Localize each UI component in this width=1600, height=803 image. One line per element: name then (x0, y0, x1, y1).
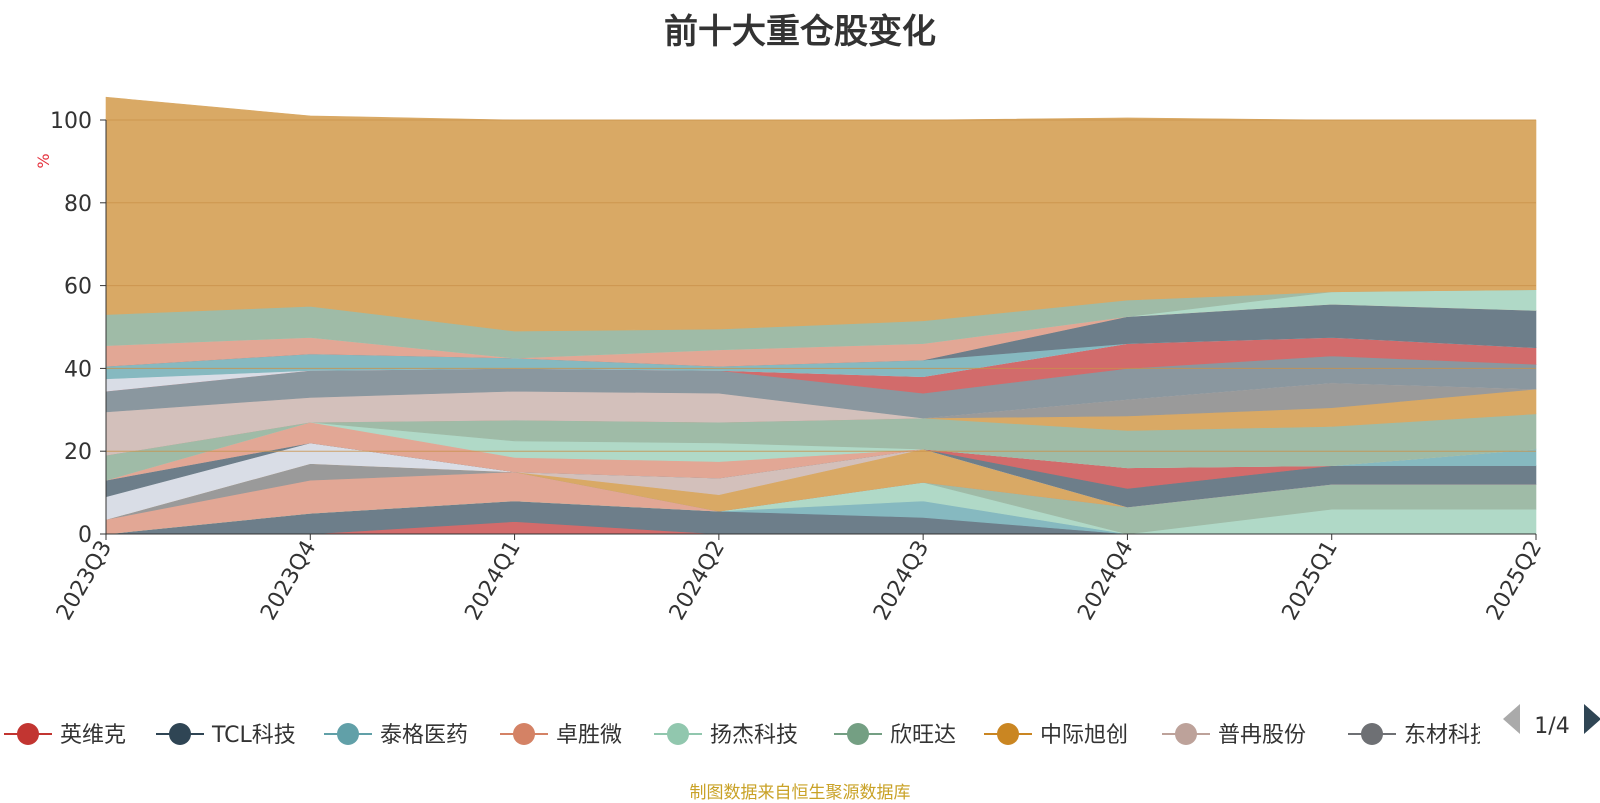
x-tick-label-2024Q4: 2024Q4 (1073, 537, 1138, 625)
legend-next-page-arrow[interactable] (1584, 704, 1600, 734)
y-tick-label-100: 100 (50, 109, 92, 134)
legend-item-2[interactable]: 泰格医药 (324, 723, 468, 748)
legend-marker-5 (847, 723, 869, 745)
legend-item-6[interactable]: 中际旭创 (984, 723, 1128, 748)
y-tick-labels: 0 20 40 60 80 100 (50, 109, 106, 548)
x-tick-label-2025Q2: 2025Q2 (1482, 537, 1547, 625)
legend-page-indicator: 1/4 (1534, 714, 1569, 739)
legend-item-5[interactable]: 欣旺达 (834, 723, 956, 748)
x-tick-label-2025Q1: 2025Q1 (1278, 537, 1343, 625)
legend-marker-4 (667, 723, 689, 745)
y-tick-label-40: 40 (64, 357, 92, 382)
x-tick-label-2024Q1: 2024Q1 (460, 537, 525, 625)
legend-label-2: 泰格医药 (380, 723, 468, 748)
legend-marker-0 (17, 723, 39, 745)
legend-marker-7 (1175, 723, 1197, 745)
x-tick-labels: 2023Q3 2023Q4 2024Q1 2024Q2 2024Q3 2024Q4 2025… (52, 534, 1547, 625)
grid-lines (106, 119, 1536, 452)
legend-item-8[interactable]: 东材科技 (1348, 723, 1492, 748)
y-tick-label-60: 60 (64, 275, 92, 300)
chart-title: 前十大重仓股变化 (664, 12, 936, 52)
y-tick-label-20: 20 (64, 440, 92, 465)
legend-item-0[interactable]: 英维克 (4, 723, 126, 748)
y-axis-unit-label: % (34, 153, 53, 168)
legend-label-8: 东材科技 (1404, 723, 1492, 748)
legend-prev-page-arrow[interactable] (1503, 704, 1520, 734)
legend-marker-6 (997, 723, 1019, 745)
legend-item-1[interactable]: TCL科技 (156, 723, 296, 748)
legend-item-4[interactable]: 扬杰科技 (654, 723, 798, 748)
legend-label-4: 扬杰科技 (710, 723, 798, 748)
legend-marker-1 (169, 723, 191, 745)
y-tick-label-80: 80 (64, 192, 92, 217)
legend-item-3[interactable]: 卓胜微 (500, 723, 622, 748)
axes: % (34, 120, 1536, 535)
legend-pager: 1/4 (1503, 704, 1600, 739)
legend: 英维克 TCL科技 泰格医药 卓胜微 扬杰科技 欣旺达 中际旭创 普冉股份 东材科技 (4, 723, 1492, 748)
legend-marker-8 (1361, 723, 1383, 745)
area-layers (105, 96, 1537, 535)
legend-label-5: 欣旺达 (890, 723, 956, 748)
x-tick-label-2023Q3: 2023Q3 (52, 537, 117, 625)
y-tick-label-0: 0 (78, 523, 92, 548)
legend-item-7[interactable]: 普冉股份 (1162, 723, 1306, 748)
legend-label-7: 普冉股份 (1218, 723, 1306, 748)
legend-marker-3 (513, 723, 535, 745)
x-tick-label-2024Q2: 2024Q2 (665, 537, 730, 625)
x-tick-label-2024Q3: 2024Q3 (869, 537, 934, 625)
legend-label-1: TCL科技 (211, 723, 296, 748)
legend-label-3: 卓胜微 (556, 723, 622, 748)
legend-marker-2 (337, 723, 359, 745)
data-source-note: 制图数据来自恒生聚源数据库 (689, 783, 911, 803)
x-tick-label-2023Q4: 2023Q4 (256, 537, 321, 625)
legend-label-0: 英维克 (60, 723, 126, 748)
legend-label-6: 中际旭创 (1040, 723, 1128, 748)
